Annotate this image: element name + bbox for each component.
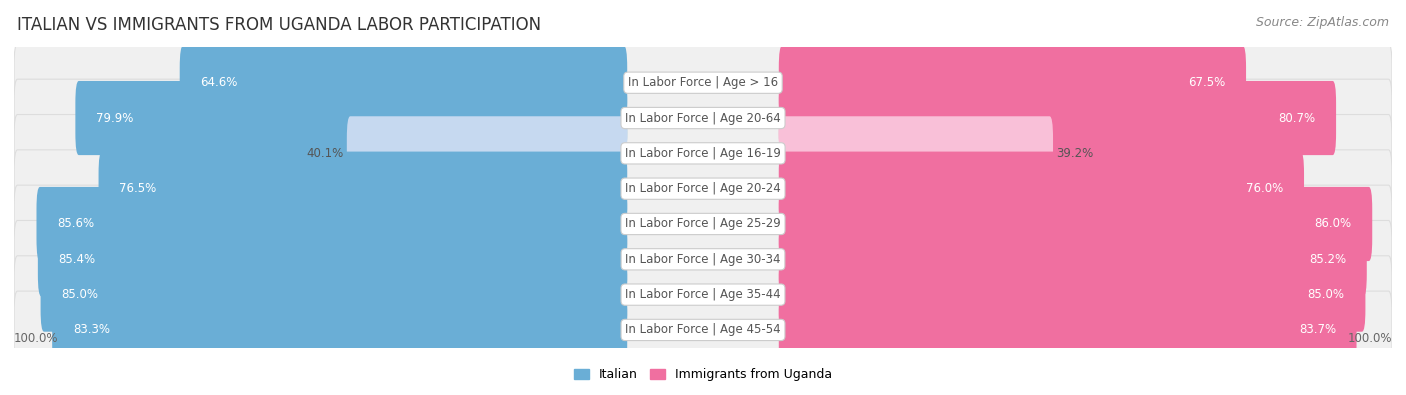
Text: In Labor Force | Age 35-44: In Labor Force | Age 35-44: [626, 288, 780, 301]
Text: 79.9%: 79.9%: [96, 111, 134, 124]
FancyBboxPatch shape: [37, 187, 627, 261]
FancyBboxPatch shape: [14, 115, 1392, 193]
Text: 85.0%: 85.0%: [1308, 288, 1344, 301]
FancyBboxPatch shape: [41, 258, 627, 332]
Text: In Labor Force | Age > 16: In Labor Force | Age > 16: [628, 76, 778, 89]
FancyBboxPatch shape: [14, 220, 1392, 299]
Text: In Labor Force | Age 16-19: In Labor Force | Age 16-19: [626, 147, 780, 160]
Text: 76.0%: 76.0%: [1246, 182, 1284, 195]
FancyBboxPatch shape: [779, 187, 1372, 261]
FancyBboxPatch shape: [14, 185, 1392, 264]
Text: 80.7%: 80.7%: [1278, 111, 1316, 124]
FancyBboxPatch shape: [14, 291, 1392, 370]
Text: 83.7%: 83.7%: [1299, 324, 1336, 337]
Text: In Labor Force | Age 20-24: In Labor Force | Age 20-24: [626, 182, 780, 195]
Text: Source: ZipAtlas.com: Source: ZipAtlas.com: [1256, 16, 1389, 29]
FancyBboxPatch shape: [38, 222, 627, 296]
Text: 76.5%: 76.5%: [120, 182, 156, 195]
FancyBboxPatch shape: [779, 293, 1357, 367]
Text: In Labor Force | Age 45-54: In Labor Force | Age 45-54: [626, 324, 780, 337]
FancyBboxPatch shape: [779, 258, 1365, 332]
FancyBboxPatch shape: [76, 81, 627, 155]
Text: 86.0%: 86.0%: [1315, 218, 1351, 231]
FancyBboxPatch shape: [14, 150, 1392, 228]
Text: In Labor Force | Age 25-29: In Labor Force | Age 25-29: [626, 218, 780, 231]
FancyBboxPatch shape: [52, 293, 627, 367]
Legend: Italian, Immigrants from Uganda: Italian, Immigrants from Uganda: [569, 363, 837, 386]
FancyBboxPatch shape: [14, 256, 1392, 334]
Text: 85.0%: 85.0%: [62, 288, 98, 301]
Text: In Labor Force | Age 20-64: In Labor Force | Age 20-64: [626, 111, 780, 124]
FancyBboxPatch shape: [779, 116, 1053, 190]
FancyBboxPatch shape: [779, 152, 1303, 226]
Text: 67.5%: 67.5%: [1188, 76, 1226, 89]
Text: 85.4%: 85.4%: [59, 253, 96, 266]
Text: 100.0%: 100.0%: [1347, 333, 1392, 345]
FancyBboxPatch shape: [779, 46, 1246, 120]
Text: 64.6%: 64.6%: [201, 76, 238, 89]
FancyBboxPatch shape: [347, 116, 627, 190]
FancyBboxPatch shape: [779, 222, 1367, 296]
Text: ITALIAN VS IMMIGRANTS FROM UGANDA LABOR PARTICIPATION: ITALIAN VS IMMIGRANTS FROM UGANDA LABOR …: [17, 16, 541, 34]
Text: 83.3%: 83.3%: [73, 324, 110, 337]
Text: 100.0%: 100.0%: [14, 333, 59, 345]
FancyBboxPatch shape: [14, 79, 1392, 158]
FancyBboxPatch shape: [14, 44, 1392, 122]
Text: 39.2%: 39.2%: [1056, 147, 1094, 160]
Text: 40.1%: 40.1%: [307, 147, 343, 160]
FancyBboxPatch shape: [779, 81, 1336, 155]
FancyBboxPatch shape: [98, 152, 627, 226]
Text: In Labor Force | Age 30-34: In Labor Force | Age 30-34: [626, 253, 780, 266]
Text: 85.2%: 85.2%: [1309, 253, 1346, 266]
Text: 85.6%: 85.6%: [58, 218, 94, 231]
FancyBboxPatch shape: [180, 46, 627, 120]
